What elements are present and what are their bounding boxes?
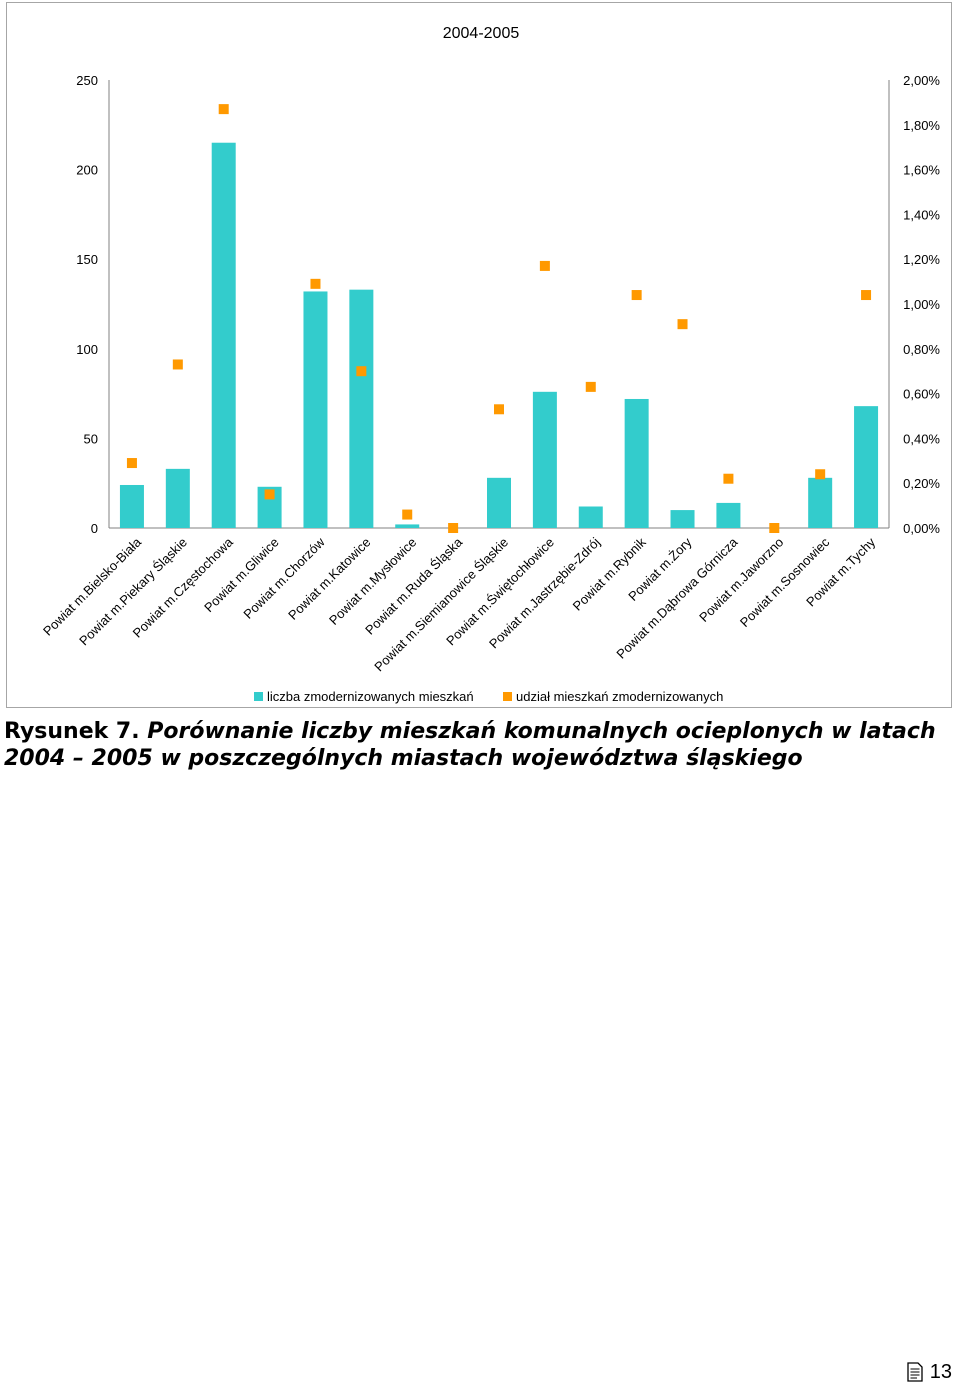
y-tick-label-left: 50 [84,431,98,446]
marker-point [631,290,642,301]
y-tick-label-left: 200 [76,163,98,178]
marker-point [356,366,367,377]
bar [119,484,144,528]
page-footer: 13 [906,1360,952,1384]
marker-point [218,104,229,115]
marker-point [172,359,183,370]
bar [670,510,695,528]
y-tick-label-right: 1,00% [903,297,940,312]
bar [303,291,328,528]
marker-point [815,469,826,480]
bar [624,398,649,528]
notepad-icon [906,1361,924,1383]
bar [487,477,511,528]
bar [349,289,374,528]
marker-point [677,319,688,330]
legend: liczba zmodernizowanych mieszkań udział m… [254,689,723,704]
legend-label-bar: liczba zmodernizowanych mieszkań [267,689,474,704]
chart-title: 2004-2005 [443,25,520,42]
y-tick-label-right: 1,40% [903,207,940,222]
marker-point [494,404,504,415]
y-tick-label-right: 1,20% [903,252,940,267]
page-number: 13 [929,1360,952,1383]
bar [532,391,557,528]
legend-swatch-marker [503,692,512,701]
y-tick-label-left: 150 [76,252,98,267]
marker-point [448,523,459,533]
bar [716,502,741,528]
y-tick-label-right: 0,60% [903,387,940,402]
bar [854,406,879,528]
caption-lead: Rysunek 7. [4,719,148,744]
x-tick-label: Powiat m.Katowice [285,535,373,623]
y-tick-label-right: 1,80% [903,118,940,133]
y-tick-label-left: 250 [76,73,98,88]
marker-point [310,278,321,289]
chart-svg: 2004-2005 0 50 100 150 200 250 0,00% 0,20% 0,40%… [40,25,940,704]
y-tick-label-right: 0,20% [903,476,940,491]
legend-swatch-bar [254,692,263,701]
caption-text: Porównanie liczby mieszkań komunalnych o… [4,719,936,771]
marker-point [585,381,596,392]
x-tick-label: Powiat m.Jaworzno [696,535,786,625]
plot-area: 0 50 100 150 200 250 0,00% 0,20% 0,40% 0,60% 0,80%… [40,73,940,674]
bar [578,506,603,528]
bar [165,468,190,528]
legend-label-marker: udział mieszkań zmodernizowanych [516,689,723,704]
y-tick-label-left: 0 [91,521,98,536]
bar [395,524,420,528]
x-tick-label: Powiat m.Mysłowice [326,535,419,628]
marker-point [723,473,734,484]
marker-point [861,290,872,301]
y-tick-label-right: 0,40% [903,431,940,446]
figure-caption: Rysunek 7. Porównanie liczby mieszkań ko… [4,718,960,772]
chart-frame: 2004-2005 0 50 100 150 200 250 0,00% 0,20% 0,40%… [6,2,952,708]
marker-point [264,489,275,500]
marker-point [539,260,550,271]
x-tick-label: Powiat m.Chorzów [240,534,328,622]
y-tick-label-right: 0,80% [903,342,940,357]
y-tick-label-right: 2,00% [903,73,940,88]
marker-point [126,458,137,469]
marker-point [402,509,413,520]
y-tick-label-right: 1,60% [903,163,940,178]
y-tick-label-right: 0,00% [903,521,940,536]
bar [808,477,833,528]
y-tick-label-left: 100 [76,342,98,357]
x-tick-label: Powiat m.Sosnowiec [737,534,833,630]
bar [211,142,236,528]
marker-point [769,523,780,533]
